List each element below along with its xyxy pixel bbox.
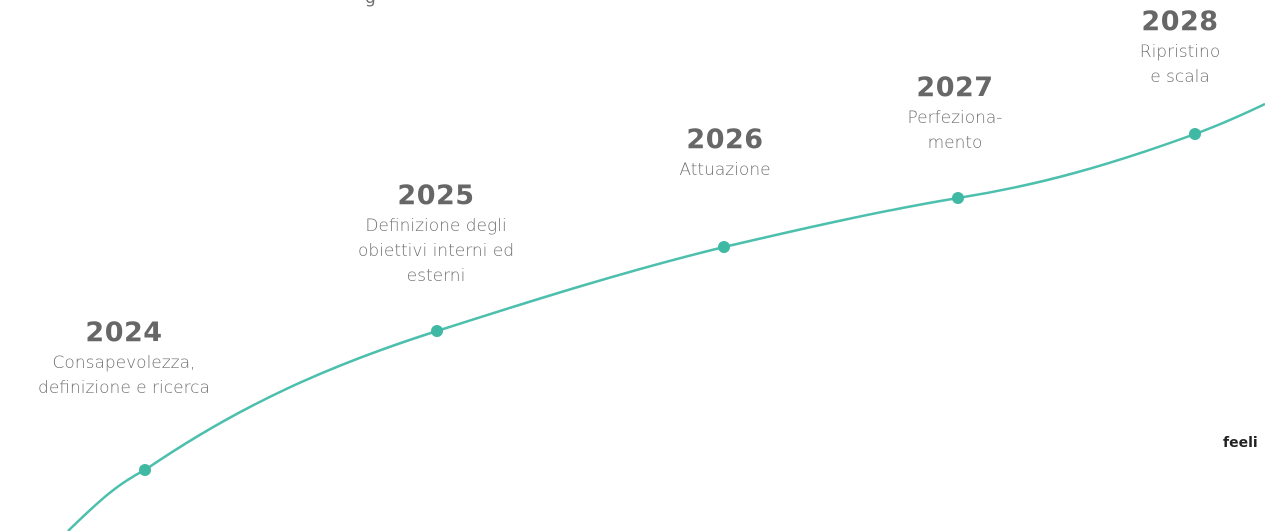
milestone-year: 2028 bbox=[1141, 6, 1219, 37]
milestone-description: Definizione degli obiettivi interni ed e… bbox=[357, 216, 515, 287]
timeline-node-2026 bbox=[718, 241, 730, 253]
milestone-year: 2026 bbox=[686, 124, 764, 155]
milestone-description: Attuazione bbox=[679, 160, 771, 181]
timeline-curve bbox=[67, 102, 1265, 531]
milestone-year: 2027 bbox=[916, 72, 994, 103]
brand-logo-text: feeli bbox=[1223, 435, 1258, 451]
timeline-node-2028 bbox=[1189, 128, 1201, 140]
milestone-2028: 2028 Ripristino e scala bbox=[1130, 6, 1230, 90]
milestone-description: Ripristino e scala bbox=[1139, 42, 1221, 88]
timeline-node-2027 bbox=[952, 192, 964, 204]
milestone-2027: 2027 Perfeziona- mento bbox=[875, 72, 1035, 156]
timeline-node-2025 bbox=[431, 325, 443, 337]
milestone-2026: 2026 Attuazione bbox=[640, 124, 810, 183]
clipped-top-text: g bbox=[365, 0, 376, 8]
milestone-2025: 2025 Definizione degli obiettivi interni… bbox=[336, 180, 536, 289]
milestone-2024: 2024 Consapevolezza, definizione e ricer… bbox=[22, 317, 226, 401]
timeline-node-2024 bbox=[139, 464, 151, 476]
milestone-year: 2024 bbox=[85, 317, 163, 348]
milestone-year: 2025 bbox=[397, 180, 475, 211]
milestone-description: Consapevolezza, definizione e ricerca bbox=[38, 353, 210, 399]
milestone-description: Perfeziona- mento bbox=[907, 108, 1003, 154]
